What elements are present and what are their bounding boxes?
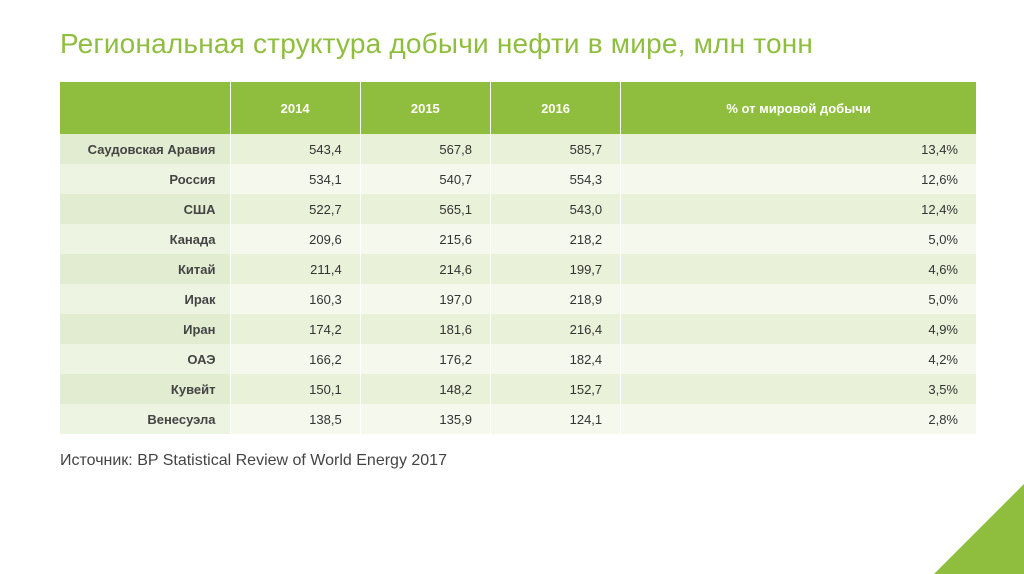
oil-production-table: 2014 2015 2016 % от мировой добычи Саудо… bbox=[60, 82, 976, 434]
cell-pct: 12,6% bbox=[621, 164, 976, 194]
table-row: Иран174,2181,6216,44,9% bbox=[60, 314, 976, 344]
cell-pct: 3,5% bbox=[621, 374, 976, 404]
table-row: Саудовская Аравия543,4567,8585,713,4% bbox=[60, 134, 976, 164]
cell-v2016: 585,7 bbox=[490, 134, 620, 164]
cell-v2014: 211,4 bbox=[230, 254, 360, 284]
cell-pct: 4,9% bbox=[621, 314, 976, 344]
table-row: Китай211,4214,6199,74,6% bbox=[60, 254, 976, 284]
cell-v2015: 148,2 bbox=[360, 374, 490, 404]
row-label: США bbox=[60, 194, 230, 224]
cell-v2016: 124,1 bbox=[490, 404, 620, 434]
page-title: Региональная структура добычи нефти в ми… bbox=[60, 28, 976, 60]
cell-v2015: 181,6 bbox=[360, 314, 490, 344]
col-2016: 2016 bbox=[490, 82, 620, 134]
row-label: Канада bbox=[60, 224, 230, 254]
cell-v2016: 218,2 bbox=[490, 224, 620, 254]
cell-v2016: 152,7 bbox=[490, 374, 620, 404]
cell-v2014: 166,2 bbox=[230, 344, 360, 374]
cell-v2014: 209,6 bbox=[230, 224, 360, 254]
cell-v2015: 214,6 bbox=[360, 254, 490, 284]
col-empty bbox=[60, 82, 230, 134]
table-row: Ирак160,3197,0218,95,0% bbox=[60, 284, 976, 314]
source-text: Источник: BP Statistical Review of World… bbox=[60, 452, 976, 470]
row-label: Венесуэла bbox=[60, 404, 230, 434]
row-label: Саудовская Аравия bbox=[60, 134, 230, 164]
cell-v2015: 540,7 bbox=[360, 164, 490, 194]
cell-v2014: 522,7 bbox=[230, 194, 360, 224]
cell-v2016: 216,4 bbox=[490, 314, 620, 344]
cell-v2016: 199,7 bbox=[490, 254, 620, 284]
table-row: США522,7565,1543,012,4% bbox=[60, 194, 976, 224]
cell-v2015: 176,2 bbox=[360, 344, 490, 374]
row-label: Иран bbox=[60, 314, 230, 344]
row-label: Кувейт bbox=[60, 374, 230, 404]
row-label: ОАЭ bbox=[60, 344, 230, 374]
table-row: Венесуэла138,5135,9124,12,8% bbox=[60, 404, 976, 434]
cell-v2015: 565,1 bbox=[360, 194, 490, 224]
cell-v2015: 567,8 bbox=[360, 134, 490, 164]
cell-v2014: 138,5 bbox=[230, 404, 360, 434]
cell-v2014: 160,3 bbox=[230, 284, 360, 314]
cell-v2016: 543,0 bbox=[490, 194, 620, 224]
col-2015: 2015 bbox=[360, 82, 490, 134]
row-label: Ирак bbox=[60, 284, 230, 314]
cell-v2016: 554,3 bbox=[490, 164, 620, 194]
row-label: Россия bbox=[60, 164, 230, 194]
row-label: Китай bbox=[60, 254, 230, 284]
cell-v2016: 218,9 bbox=[490, 284, 620, 314]
cell-pct: 2,8% bbox=[621, 404, 976, 434]
cell-v2015: 215,6 bbox=[360, 224, 490, 254]
table-body: Саудовская Аравия543,4567,8585,713,4%Рос… bbox=[60, 134, 976, 434]
cell-v2014: 150,1 bbox=[230, 374, 360, 404]
cell-v2015: 135,9 bbox=[360, 404, 490, 434]
table-row: ОАЭ166,2176,2182,44,2% bbox=[60, 344, 976, 374]
table-row: Россия534,1540,7554,312,6% bbox=[60, 164, 976, 194]
slide: Региональная структура добычи нефти в ми… bbox=[0, 0, 1024, 574]
cell-v2014: 174,2 bbox=[230, 314, 360, 344]
cell-v2014: 543,4 bbox=[230, 134, 360, 164]
cell-pct: 4,6% bbox=[621, 254, 976, 284]
cell-pct: 12,4% bbox=[621, 194, 976, 224]
col-2014: 2014 bbox=[230, 82, 360, 134]
table-row: Канада209,6215,6218,25,0% bbox=[60, 224, 976, 254]
col-pct: % от мировой добычи bbox=[621, 82, 976, 134]
cell-pct: 5,0% bbox=[621, 224, 976, 254]
cell-pct: 13,4% bbox=[621, 134, 976, 164]
cell-pct: 4,2% bbox=[621, 344, 976, 374]
cell-v2015: 197,0 bbox=[360, 284, 490, 314]
cell-v2014: 534,1 bbox=[230, 164, 360, 194]
table-header-row: 2014 2015 2016 % от мировой добычи bbox=[60, 82, 976, 134]
table-row: Кувейт150,1148,2152,73,5% bbox=[60, 374, 976, 404]
corner-decoration bbox=[934, 484, 1024, 574]
cell-v2016: 182,4 bbox=[490, 344, 620, 374]
cell-pct: 5,0% bbox=[621, 284, 976, 314]
